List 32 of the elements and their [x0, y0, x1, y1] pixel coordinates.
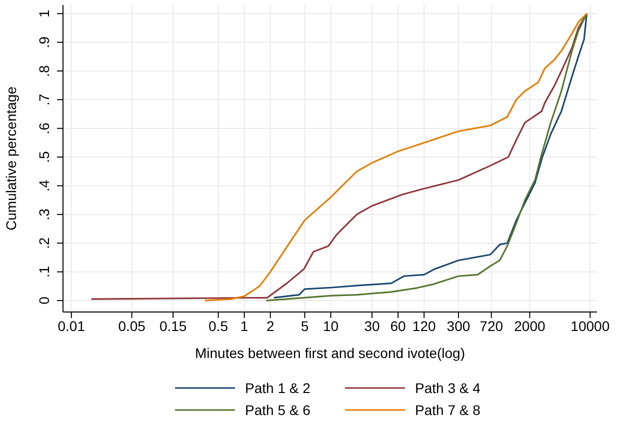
y-tick-label: .9	[36, 36, 52, 48]
y-tick-label: 0	[36, 296, 52, 304]
y-tick-label: .5	[36, 151, 52, 163]
y-axis-title: Cumulative percentage	[3, 86, 19, 230]
x-tick-label: 0.05	[118, 318, 146, 334]
y-tick-label: .3	[36, 208, 52, 220]
x-tick-label: 0.15	[159, 318, 187, 334]
x-axis-title: Minutes between first and second ivote(log)	[194, 345, 466, 361]
x-tick-label: 2	[266, 318, 274, 334]
x-tick-label: 60	[390, 318, 406, 334]
x-tick-label: 300	[446, 318, 470, 334]
x-tick-label: 720	[480, 318, 504, 334]
y-tick-label: .2	[36, 237, 52, 249]
x-tick-label: 30	[364, 318, 380, 334]
y-tick-label: .7	[36, 94, 52, 106]
y-tick-label: .1	[36, 266, 52, 278]
legend-label: Path 1 & 2	[245, 380, 311, 396]
x-tick-label: 120	[412, 318, 436, 334]
x-tick-label: 10000	[570, 318, 610, 334]
x-tick-label: 10	[322, 318, 339, 334]
y-tick-label: 1	[36, 10, 52, 18]
x-tick-label: 5	[300, 318, 309, 334]
legend-label: Path 3 & 4	[415, 380, 481, 396]
legend-label: Path 5 & 6	[245, 402, 311, 418]
y-tick-label: .4	[36, 180, 52, 192]
y-tick-label: .6	[36, 122, 52, 134]
legend-label: Path 7 & 8	[415, 402, 481, 418]
x-tick-label: 0.01	[58, 318, 86, 334]
y-tick-label: .8	[36, 64, 52, 77]
x-tick-label: 0.5	[208, 318, 228, 334]
x-tick-label: 2000	[514, 318, 546, 334]
x-tick-label: 1	[240, 318, 248, 334]
